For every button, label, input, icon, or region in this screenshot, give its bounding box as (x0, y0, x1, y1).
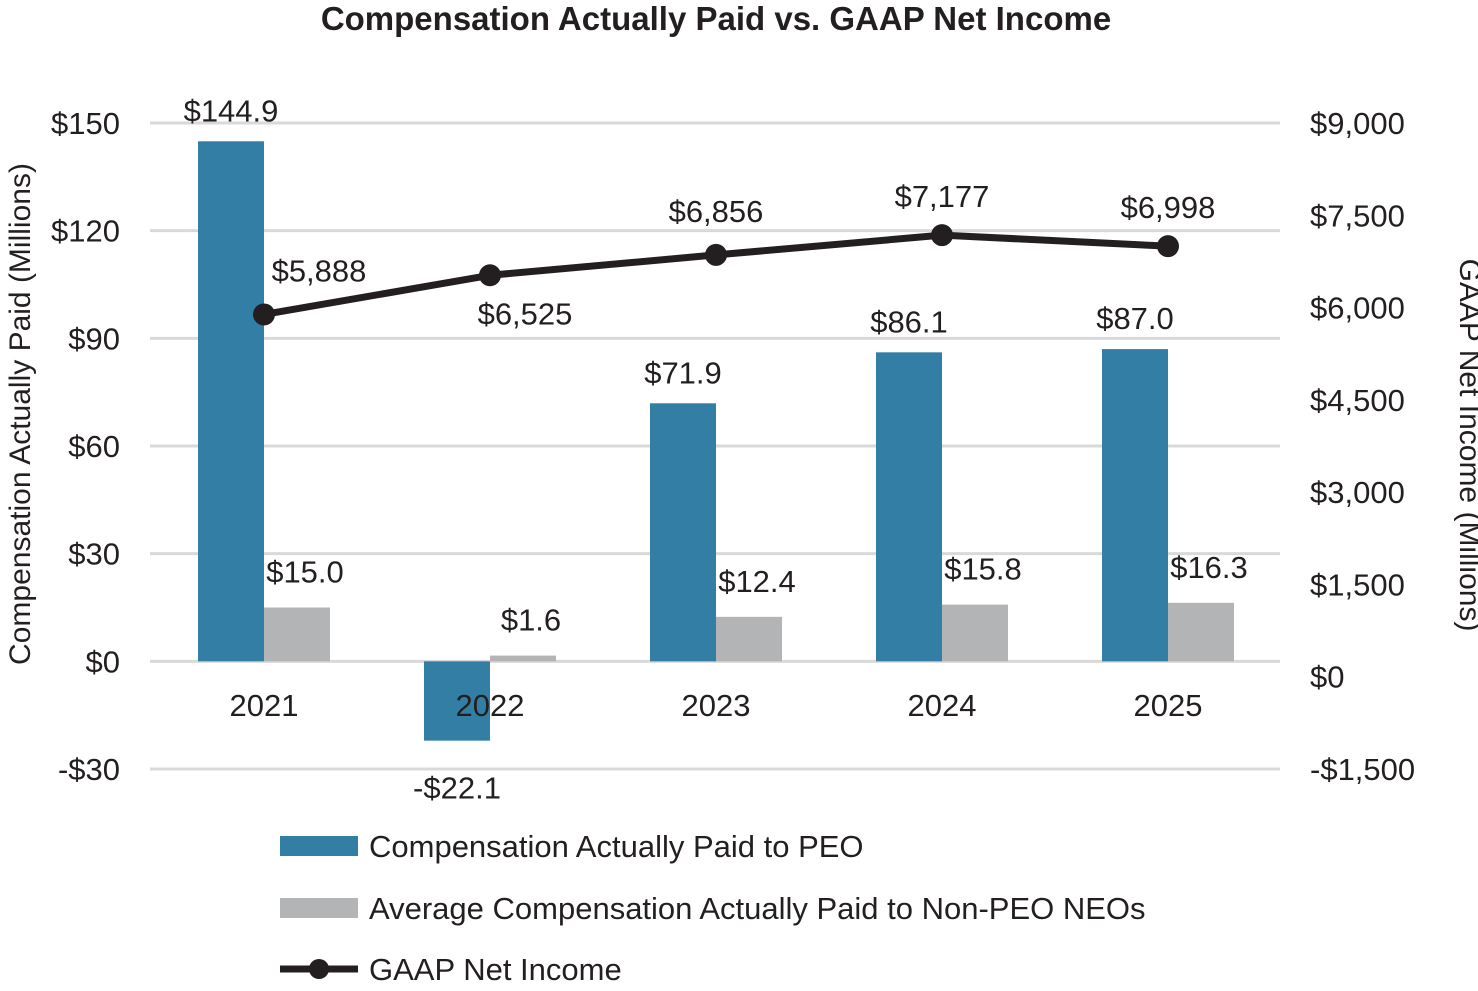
data-label-non-peo: $1.6 (501, 603, 561, 638)
data-label-net-income: $7,177 (895, 179, 990, 214)
bar-non-peo (264, 607, 330, 662)
legend: Compensation Actually Paid to PEO Average… (280, 829, 1146, 987)
axes: $150 $120 $90 $60 $30 $0 -$30 $9,000 $7,500 $6,00… (51, 106, 1415, 787)
left-tick-label: $0 (86, 644, 120, 679)
right-tick-label: $7,500 (1310, 198, 1405, 233)
left-tick-label: $90 (68, 321, 120, 356)
bar-peo (1102, 349, 1168, 662)
net-income-point (479, 264, 501, 287)
legend-label: Compensation Actually Paid to PEO (369, 829, 864, 864)
legend-marker-net-income (309, 959, 329, 979)
left-axis-title: Compensation Actually Paid (Millions) (4, 163, 37, 665)
data-label-peo: $86.1 (870, 304, 948, 339)
bar-peo (876, 352, 942, 662)
net-income-point (931, 224, 953, 247)
bar-peo (198, 141, 264, 662)
legend-swatch-peo (280, 836, 358, 856)
x-tick-label: 2024 (908, 688, 977, 723)
data-label-net-income: $6,525 (478, 296, 573, 331)
legend-label: GAAP Net Income (369, 952, 622, 987)
data-label-net-income: $6,856 (669, 194, 764, 229)
data-label-non-peo: $16.3 (1170, 550, 1248, 585)
right-tick-label: $3,000 (1310, 475, 1405, 510)
bar-non-peo (942, 604, 1008, 662)
x-tick-label: 2025 (1134, 688, 1203, 723)
net-income-point (253, 303, 275, 326)
data-label-non-peo: $12.4 (718, 564, 796, 599)
net-income-line (253, 224, 1179, 326)
bar-peo (650, 403, 716, 662)
legend-label: Average Compensation Actually Paid to No… (369, 891, 1146, 926)
data-label-peo: $87.0 (1096, 301, 1174, 336)
legend-swatch-non-peo (280, 898, 358, 918)
bar-peo (424, 661, 490, 741)
data-label-net-income: $6,998 (1121, 190, 1216, 225)
data-labels: $144.9 $15.0 -$22.1 $1.6 $71.9 $12.4 $86.1 $15.… (184, 93, 1248, 805)
left-tick-label: $30 (68, 537, 120, 572)
net-income-point (1157, 235, 1179, 258)
left-tick-label: $60 (68, 429, 120, 464)
left-tick-label: $120 (51, 214, 120, 249)
x-tick-label: 2023 (682, 688, 751, 723)
net-income-point (705, 243, 727, 266)
data-label-peo: -$22.1 (413, 771, 501, 806)
x-tick-label: 2022 (456, 688, 525, 723)
x-tick-label: 2021 (230, 688, 299, 723)
right-tick-label: $6,000 (1310, 291, 1405, 326)
right-tick-label: $9,000 (1310, 106, 1405, 141)
data-label-net-income: $5,888 (272, 253, 367, 288)
data-label-non-peo: $15.8 (944, 552, 1022, 587)
data-label-peo: $71.9 (644, 355, 722, 390)
left-tick-label: -$30 (58, 752, 120, 787)
chart-title: Compensation Actually Paid vs. GAAP Net … (321, 0, 1111, 37)
data-label-non-peo: $15.0 (266, 555, 344, 590)
right-tick-label: $0 (1310, 660, 1344, 695)
left-tick-label: $150 (51, 106, 120, 141)
bar-non-peo (1168, 602, 1234, 662)
right-axis-title: GAAP Net Income (Millions) (1453, 259, 1478, 632)
bar-non-peo (716, 616, 782, 662)
right-tick-label: -$1,500 (1310, 752, 1415, 787)
data-label-peo: $144.9 (184, 93, 279, 128)
right-tick-label: $1,500 (1310, 567, 1405, 602)
bars (198, 141, 1234, 741)
right-tick-label: $4,500 (1310, 383, 1405, 418)
bar-non-peo (490, 655, 556, 662)
